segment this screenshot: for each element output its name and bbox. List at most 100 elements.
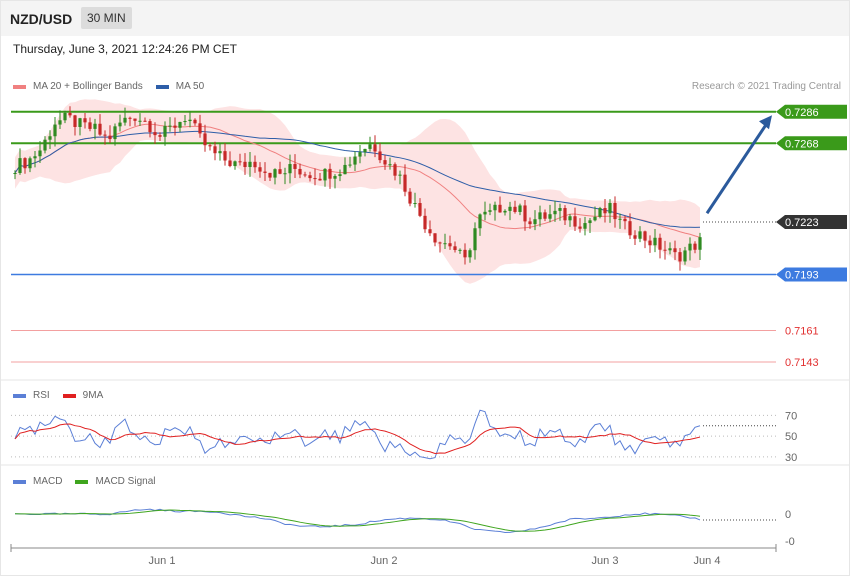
candle-body xyxy=(93,123,97,129)
candle-body xyxy=(153,132,157,136)
timeframe-button[interactable]: 30 MIN xyxy=(81,7,132,29)
candle-body xyxy=(528,221,532,225)
candle-body xyxy=(583,223,587,229)
candle-body xyxy=(523,205,527,222)
candle-body xyxy=(573,216,577,227)
candle-body xyxy=(203,133,207,146)
candle-body xyxy=(303,174,307,176)
candle-body xyxy=(98,123,102,135)
candle-body xyxy=(273,169,277,178)
rsi9ma-swatch xyxy=(62,393,76,398)
candle-body xyxy=(548,214,552,219)
candle-body xyxy=(503,210,507,213)
candle-body xyxy=(453,246,457,251)
candle-body xyxy=(393,164,397,176)
candle-body xyxy=(308,175,312,179)
candle-body xyxy=(623,218,627,222)
level-label-0.7161: 0.7161 xyxy=(785,326,819,338)
rsi-level-label-70: 70 xyxy=(785,410,797,422)
candle-body xyxy=(433,233,437,243)
candle-body xyxy=(168,125,172,127)
candle-body xyxy=(448,243,452,247)
candle-body xyxy=(38,150,42,157)
candle-body xyxy=(13,173,17,174)
candle-body xyxy=(343,164,347,175)
candle-body xyxy=(118,122,122,127)
candle-body xyxy=(423,215,427,230)
x-tick-label: Jun 2 xyxy=(371,555,398,567)
candle-body xyxy=(258,167,262,172)
candle-body xyxy=(673,248,677,253)
candle-body xyxy=(348,164,352,166)
candle-body xyxy=(688,243,692,251)
candle-body xyxy=(603,208,607,214)
rsi-swatch xyxy=(13,393,26,398)
candle-body xyxy=(638,231,642,239)
candle-body xyxy=(183,121,187,123)
copyright: Research © 2021 Trading Central xyxy=(691,81,841,92)
candle-body xyxy=(513,206,517,212)
candle-body xyxy=(18,158,22,173)
candle-body xyxy=(633,235,637,239)
candle-body xyxy=(33,156,37,159)
legend-macd-signal: MACD Signal xyxy=(95,476,156,487)
candle-body xyxy=(388,164,392,166)
level-tag-0.7268 xyxy=(776,136,847,151)
candle-body xyxy=(668,248,672,251)
candle-body xyxy=(588,220,592,224)
candle-body xyxy=(418,203,422,216)
instrument-pair: NZD/USD xyxy=(10,11,73,27)
candle-body xyxy=(683,250,687,262)
candle-body xyxy=(298,168,302,175)
rsi-level-label-30: 30 xyxy=(785,452,797,464)
timestamp: Thursday, June 3, 2021 12:24:26 PM CET xyxy=(13,42,237,56)
candle-body xyxy=(268,172,272,178)
candle-body xyxy=(133,118,137,121)
candle-body xyxy=(643,231,647,241)
candle-body xyxy=(488,210,492,212)
candle-body xyxy=(538,212,542,220)
candle-body xyxy=(208,145,212,147)
candle-body xyxy=(88,122,92,129)
candle-body xyxy=(648,240,652,246)
candle-body xyxy=(378,151,382,161)
candle-body xyxy=(128,117,132,119)
candle-body xyxy=(403,174,407,192)
candle-body xyxy=(438,242,442,244)
candle-body xyxy=(398,174,402,176)
candle-body xyxy=(68,112,72,116)
candle-body xyxy=(213,146,217,154)
candle-body xyxy=(148,121,152,133)
header-bar xyxy=(1,1,849,36)
candle-body xyxy=(173,125,177,128)
candle-body xyxy=(608,202,612,214)
candle-body xyxy=(338,174,342,177)
last-price-tag xyxy=(776,215,847,229)
candle-body xyxy=(468,250,472,258)
candle-body xyxy=(108,135,112,140)
candle-body xyxy=(558,208,562,211)
x-tick-label: Jun 3 xyxy=(592,555,619,567)
level-tag-0.7286 xyxy=(776,104,847,119)
macd-swatch xyxy=(13,479,26,484)
candle-body xyxy=(578,226,582,229)
candle-body xyxy=(543,212,547,219)
legend-9ma: 9MA xyxy=(82,390,104,401)
macd-signal-line xyxy=(14,509,701,532)
candle-body xyxy=(443,243,447,245)
candle-body xyxy=(613,202,617,220)
candle-body xyxy=(243,161,247,168)
candle-body xyxy=(368,144,372,149)
level-label-0.7143: 0.7143 xyxy=(785,357,819,369)
x-tick-label: Jun 1 xyxy=(149,555,176,567)
candle-body xyxy=(23,158,27,169)
candle-body xyxy=(353,156,357,165)
candle-body xyxy=(48,136,52,140)
candle-body xyxy=(313,178,317,180)
level-tag-0.7193 xyxy=(776,267,847,282)
candle-body xyxy=(658,237,662,250)
candle-body xyxy=(463,249,467,258)
ma50-swatch xyxy=(155,84,169,89)
candle-body xyxy=(408,191,412,204)
